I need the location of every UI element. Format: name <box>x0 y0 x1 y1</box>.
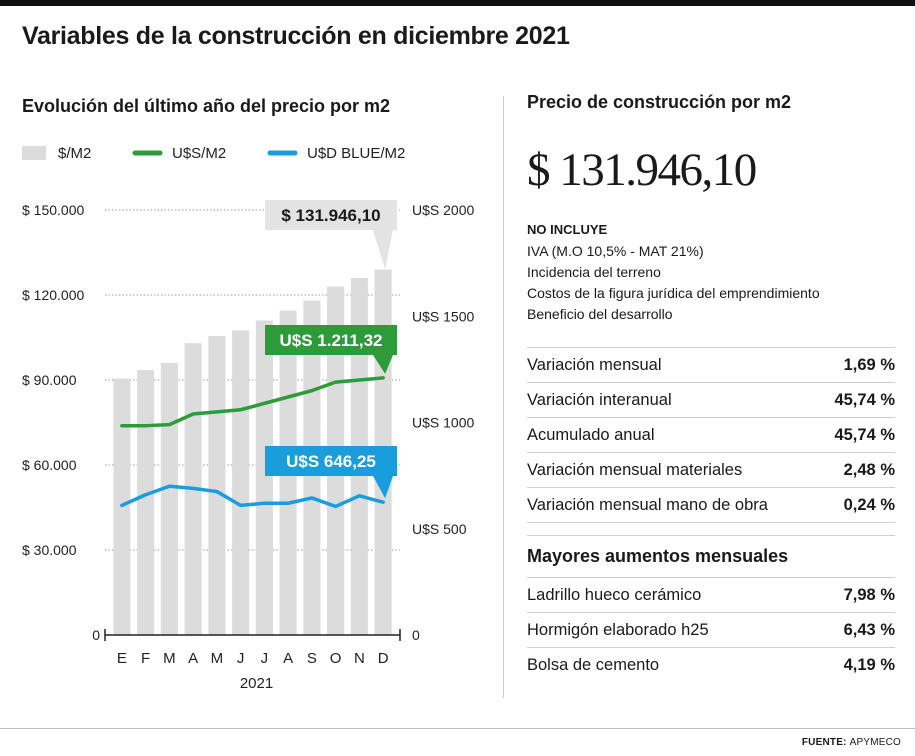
exclude-list: IVA (M.O 10,5% - MAT 21%) Incidencia del… <box>527 241 895 325</box>
usd-blue-callout-pointer <box>373 476 393 499</box>
stat-value: 45,74 % <box>834 390 895 409</box>
increases-title: Mayores aumentos mensuales <box>527 535 895 578</box>
exclude-item: Incidencia del terreno <box>527 264 661 280</box>
usd-callout-pointer <box>373 355 393 374</box>
y-tick-label: $ 90.000 <box>22 372 77 388</box>
y2-tick-label: U$S 2000 <box>412 202 474 218</box>
footer-rule <box>0 728 915 729</box>
x-tick-label: S <box>307 650 317 667</box>
price-evolution-chart: $/M2 U$S/M2 U$D BLUE/M2 0 $ 30.000 $ 60.000 $ … <box>22 145 474 692</box>
stat-row: Acumulado anual 45,74 % <box>527 418 895 453</box>
bar <box>137 370 155 635</box>
legend-label: U$S/M2 <box>172 145 226 162</box>
bar <box>160 363 178 635</box>
y-tick-label: $ 30.000 <box>22 542 77 558</box>
increase-row: Hormigón elaborado h25 6,43 % <box>527 613 895 648</box>
usd-blue-callout-label: U$S 646,25 <box>286 452 376 471</box>
usd-blue-callout-box <box>265 446 397 476</box>
price-callout-pointer <box>373 230 393 270</box>
x-tick-label: D <box>378 650 389 667</box>
stat-row: Variación mensual materiales 2,48 % <box>527 453 895 488</box>
y-tick-label: $ 60.000 <box>22 457 77 473</box>
stat-label: Variación mensual materiales <box>527 460 743 479</box>
source-value: APYMECO <box>849 737 901 748</box>
bar <box>208 336 226 635</box>
increase-row: Ladrillo hueco cerámico 7,98 % <box>527 578 895 613</box>
x-tick-label: A <box>188 650 198 667</box>
stats-table: Variación mensual 1,69 % Variación inter… <box>527 347 895 523</box>
stat-label: Variación mensual mano de obra <box>527 495 768 514</box>
y2-tick-label: U$S 1000 <box>412 415 474 431</box>
x-tick-label: M <box>163 650 176 667</box>
price-callout-label: $ 131.946,10 <box>281 206 380 225</box>
increases-table: Ladrillo hueco cerámico 7,98 % Hormigón … <box>527 578 895 682</box>
price-callout-box <box>265 200 397 230</box>
stat-row: Variación mensual mano de obra 0,24 % <box>527 488 895 523</box>
stat-value: 1,69 % <box>843 355 895 374</box>
legend-label: $/M2 <box>58 145 91 162</box>
y-tick-label: $ 150.000 <box>22 202 84 218</box>
increase-value: 4,19 % <box>843 655 895 674</box>
stat-row: Variación interanual 45,74 % <box>527 383 895 418</box>
column-divider <box>503 96 504 698</box>
x-tick-label: O <box>330 650 342 667</box>
current-price: $ 131.946,10 <box>527 144 757 196</box>
stat-label: Variación mensual <box>527 355 662 374</box>
usd-line <box>120 376 385 428</box>
y2-tick-label: U$S 500 <box>412 521 467 537</box>
x-tick-label: M <box>211 650 224 667</box>
usd-callout-label: U$S 1.211,32 <box>279 331 382 350</box>
exclude-item: IVA (M.O 10,5% - MAT 21%) <box>527 243 704 259</box>
stat-label: Acumulado anual <box>527 425 655 444</box>
exclude-heading: NO INCLUYE <box>527 222 608 237</box>
x-tick-label: F <box>141 650 150 667</box>
x-tick-label: N <box>354 650 365 667</box>
chart-title: Evolución del último año del precio por … <box>22 96 391 116</box>
y-tick-label: 0 <box>92 627 100 643</box>
bar <box>232 330 250 635</box>
page-title: Variables de la construcción en diciembr… <box>22 22 570 50</box>
increase-row: Bolsa de cemento 4,19 % <box>527 648 895 682</box>
price-panel: Precio de construcción por m2 $ 131.946,… <box>527 92 895 682</box>
legend-swatch-bars <box>22 146 46 160</box>
legend-label: U$D BLUE/M2 <box>307 145 405 162</box>
stat-value: 2,48 % <box>843 460 895 479</box>
x-tick-label: J <box>261 650 269 667</box>
y2-tick-label: U$S 1500 <box>412 308 474 324</box>
x-tick-label: E <box>117 650 127 667</box>
x-tick-label: J <box>237 650 245 667</box>
exclude-item: Costos de la figura jurídica del emprend… <box>527 285 820 301</box>
y2-tick-label: 0 <box>412 627 420 643</box>
increase-label: Bolsa de cemento <box>527 655 660 674</box>
y-tick-label: $ 120.000 <box>22 287 84 303</box>
source-label: FUENTE: <box>801 737 847 748</box>
price-panel-title: Precio de construcción por m2 <box>527 92 792 112</box>
x-tick-label: A <box>283 650 293 667</box>
stat-value: 0,24 % <box>843 495 895 514</box>
stat-label: Variación interanual <box>527 390 672 409</box>
increase-label: Hormigón elaborado h25 <box>527 620 709 639</box>
increase-value: 7,98 % <box>843 585 895 604</box>
stat-row: Variación mensual 1,69 % <box>527 347 895 383</box>
bar <box>255 320 273 635</box>
top-rule <box>0 0 915 6</box>
x-axis-label: 2021 <box>240 675 273 692</box>
increase-label: Ladrillo hueco cerámico <box>527 585 702 604</box>
source-credit: FUENTE: APYMECO <box>802 737 901 748</box>
exclude-item: Beneficio del desarrollo <box>527 306 673 322</box>
increase-value: 6,43 % <box>843 620 895 639</box>
usd-callout-box <box>265 325 397 355</box>
stat-value: 45,74 % <box>834 425 895 444</box>
usd-blue-line <box>120 484 385 509</box>
